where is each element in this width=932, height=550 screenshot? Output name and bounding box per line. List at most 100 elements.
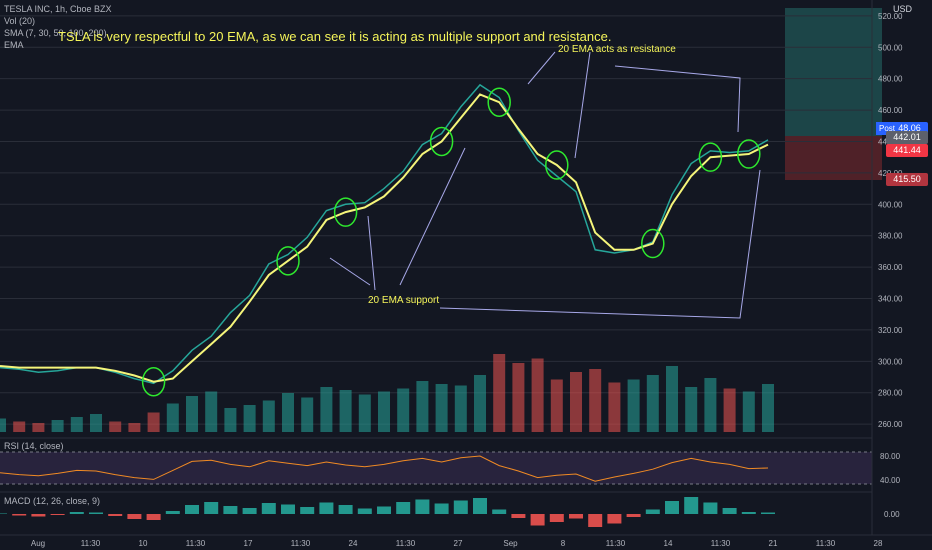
- volume-bar: [301, 397, 314, 432]
- ema-touch-circle: [641, 228, 665, 259]
- volume-bar: [70, 417, 83, 432]
- annotation-arrow: [367, 215, 376, 291]
- volume-bar: [685, 387, 698, 432]
- macd-bar: [761, 512, 775, 514]
- macd-bar: [473, 498, 487, 514]
- price-tick-label: 520.00: [878, 12, 903, 21]
- volume-bar: [416, 381, 429, 432]
- stop-zone: [785, 136, 882, 180]
- time-tick-label: 21: [769, 539, 778, 548]
- macd-bar: [50, 514, 65, 515]
- volume-bar: [723, 388, 736, 432]
- ema-touch-circle: [487, 87, 511, 117]
- macd-bar: [31, 514, 46, 517]
- price-tick-label: 280.00: [878, 389, 903, 398]
- macd-bar: [12, 514, 27, 516]
- macd-bar: [434, 503, 449, 514]
- volume-bar: [0, 418, 6, 432]
- symbol-line: TESLA INC, 1h, Cboe BZX: [4, 4, 112, 14]
- time-axis: Aug 11:30 10 11:30 17 11:30 24 11:30 27 Sep 8 11:30…: [0, 534, 932, 548]
- annotation-arrows: [329, 51, 761, 319]
- volume-bar: [109, 421, 122, 432]
- volume-bar: [512, 363, 525, 432]
- macd-bar: [338, 505, 353, 514]
- volume-bar: [224, 408, 237, 432]
- volume-bar: [627, 379, 640, 432]
- macd-bar: [300, 507, 315, 514]
- ema-touch-circle: [737, 139, 761, 169]
- volume-bar: [282, 393, 294, 432]
- macd-bar: [69, 512, 84, 514]
- macd-bar: [204, 502, 219, 514]
- volume-bars: [0, 354, 774, 432]
- macd-panel: [0, 491, 872, 527]
- macd-bar: [569, 514, 583, 519]
- annotation-resistance: 20 EMA acts as resistance: [558, 44, 676, 55]
- volume-bar: [90, 414, 102, 432]
- macd-bar: [492, 509, 507, 514]
- annotation-support: 20 EMA support: [368, 295, 440, 306]
- time-tick-label: 14: [664, 539, 673, 548]
- rsi-line: [0, 455, 769, 482]
- macd-bar: [242, 508, 257, 514]
- price-tick-label: 320.00: [878, 326, 903, 335]
- ema-series: [0, 93, 769, 383]
- price-tick-label: 460.00: [878, 106, 903, 115]
- volume-legend: Vol (20): [4, 16, 36, 26]
- price-tick-label: 400.00: [878, 200, 903, 209]
- volume-bar: [339, 390, 352, 432]
- volume-bar: [166, 403, 179, 432]
- macd-bar: [741, 512, 756, 514]
- volume-bar: [13, 421, 26, 432]
- volume-bar: [397, 388, 410, 432]
- price-line: [0, 83, 769, 385]
- volume-bar: [550, 379, 563, 432]
- price-tick-label: 380.00: [878, 232, 903, 241]
- volume-bar: [608, 382, 621, 432]
- rsi-label: RSI (14, close): [4, 441, 64, 451]
- time-tick-label: 11:30: [816, 539, 836, 548]
- macd-bar: [357, 508, 372, 514]
- ema-touch-circle: [141, 366, 166, 397]
- volume-bar: [589, 369, 602, 432]
- macd-bar: [645, 509, 660, 514]
- rsi-tick-label: 80.00: [880, 452, 901, 461]
- volume-bar: [186, 396, 198, 432]
- volume-bar: [147, 412, 160, 432]
- macd-bar: [684, 497, 699, 514]
- annotation-arrow: [614, 65, 741, 133]
- currency-label: USD: [893, 4, 913, 14]
- macd-bar: [665, 501, 679, 514]
- annotation-arrow: [527, 51, 556, 85]
- volume-bar: [666, 366, 678, 432]
- macd-bar: [281, 504, 295, 514]
- macd-bar: [108, 514, 123, 516]
- macd-tick-label: 0.00: [884, 510, 900, 519]
- ema-line: [0, 93, 769, 383]
- ema-legend: EMA: [4, 40, 24, 50]
- volume-bar: [704, 378, 717, 432]
- sma-legend: SMA (7, 30, 50, 100, 200): [4, 28, 107, 38]
- ema-touch-circle: [698, 142, 723, 172]
- annotation-arrow: [574, 51, 591, 159]
- macd-bar: [530, 514, 545, 526]
- price-tag: 441.44: [886, 144, 928, 157]
- macd-bar: [185, 505, 199, 514]
- rsi-band: [0, 452, 872, 484]
- price-tick-label: 500.00: [878, 43, 903, 52]
- time-tick-label: 11:30: [711, 539, 731, 548]
- macd-bar: [396, 502, 411, 514]
- macd-bar: [223, 506, 238, 514]
- rsi-panel: [0, 437, 872, 485]
- macd-bar: [89, 512, 103, 514]
- rsi-tick-label: 40.00: [880, 476, 901, 485]
- price-tick-label: 340.00: [878, 295, 903, 304]
- price-tick-label: 480.00: [878, 75, 903, 84]
- volume-bar: [51, 420, 64, 432]
- volume-bar: [762, 384, 774, 432]
- volume-bar: [474, 375, 486, 432]
- macd-bar: [146, 514, 161, 520]
- price-series: [0, 83, 769, 385]
